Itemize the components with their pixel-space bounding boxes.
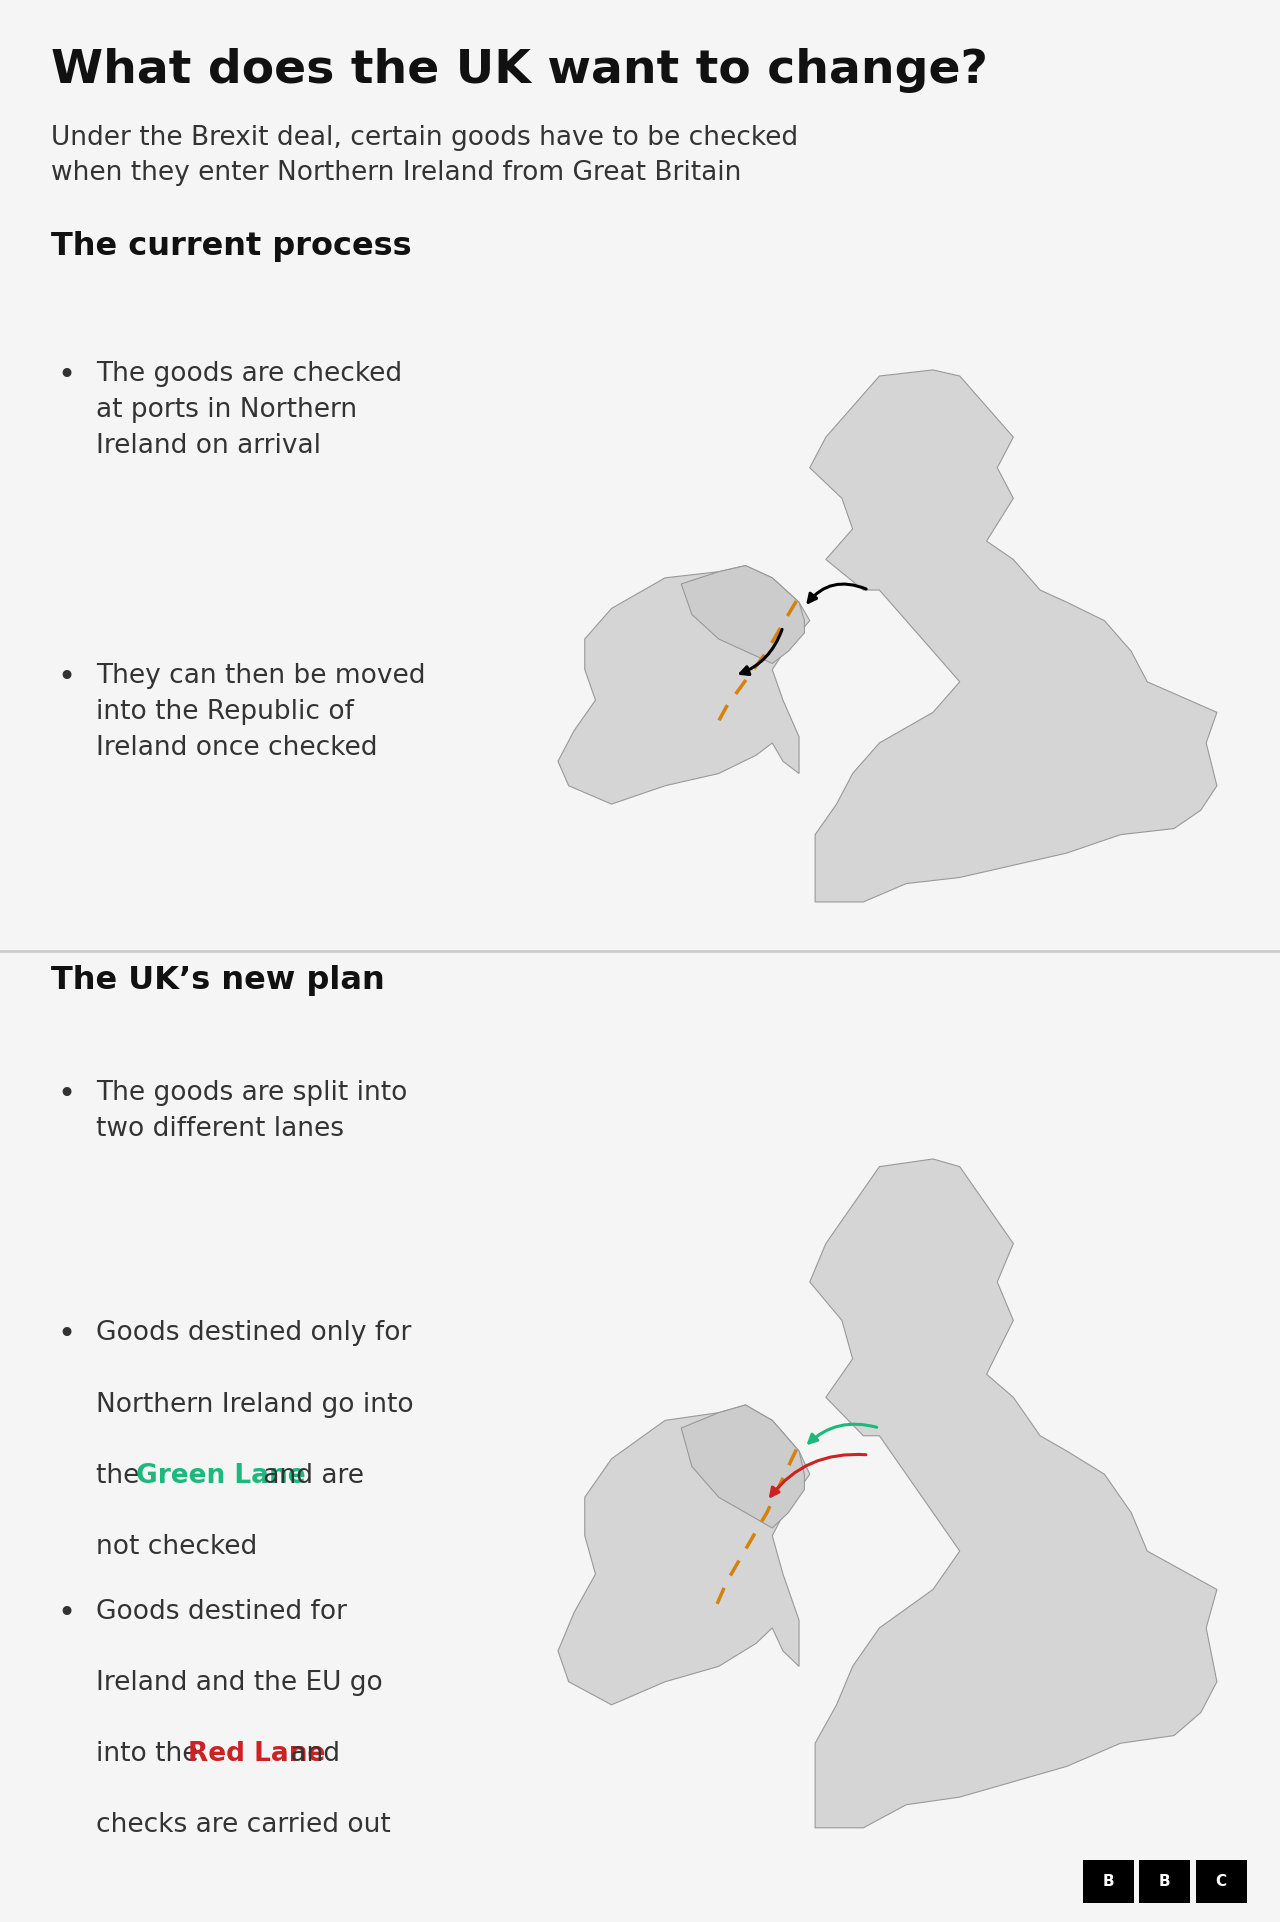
Polygon shape <box>558 1405 810 1705</box>
Text: The current process: The current process <box>51 231 412 261</box>
FancyBboxPatch shape <box>1196 1860 1247 1903</box>
Polygon shape <box>681 565 804 663</box>
Text: Ireland and the EU go: Ireland and the EU go <box>96 1670 383 1697</box>
FancyBboxPatch shape <box>1083 1860 1134 1903</box>
Polygon shape <box>681 1405 804 1528</box>
Text: into the: into the <box>96 1741 207 1768</box>
Text: They can then be moved
into the Republic of
Ireland once checked: They can then be moved into the Republic… <box>96 663 425 761</box>
Text: Northern Ireland go into: Northern Ireland go into <box>96 1392 413 1418</box>
Text: not checked: not checked <box>96 1534 257 1561</box>
Text: •: • <box>58 1599 76 1628</box>
Text: The UK’s new plan: The UK’s new plan <box>51 965 385 996</box>
FancyBboxPatch shape <box>1139 1860 1190 1903</box>
Text: Green Lane: Green Lane <box>136 1463 306 1490</box>
Text: Goods destined for: Goods destined for <box>96 1599 347 1626</box>
Text: Under the Brexit deal, certain goods have to be checked
when they enter Northern: Under the Brexit deal, certain goods hav… <box>51 125 799 186</box>
Text: B: B <box>1158 1874 1171 1889</box>
Text: B: B <box>1102 1874 1115 1889</box>
Text: the: the <box>96 1463 147 1490</box>
Text: and are: and are <box>255 1463 364 1490</box>
Text: What does the UK want to change?: What does the UK want to change? <box>51 48 988 92</box>
Text: •: • <box>58 1320 76 1349</box>
Text: •: • <box>58 1080 76 1109</box>
Polygon shape <box>558 565 810 803</box>
Text: checks are carried out: checks are carried out <box>96 1812 390 1839</box>
Text: Red Lane: Red Lane <box>188 1741 325 1768</box>
Polygon shape <box>810 1159 1217 1828</box>
Text: •: • <box>58 361 76 390</box>
Text: The goods are checked
at ports in Northern
Ireland on arrival: The goods are checked at ports in Northe… <box>96 361 402 459</box>
Text: •: • <box>58 663 76 692</box>
Text: Goods destined only for: Goods destined only for <box>96 1320 411 1347</box>
Polygon shape <box>810 369 1217 901</box>
Text: The goods are split into
two different lanes: The goods are split into two different l… <box>96 1080 407 1142</box>
Text: C: C <box>1216 1874 1226 1889</box>
Text: and: and <box>282 1741 339 1768</box>
